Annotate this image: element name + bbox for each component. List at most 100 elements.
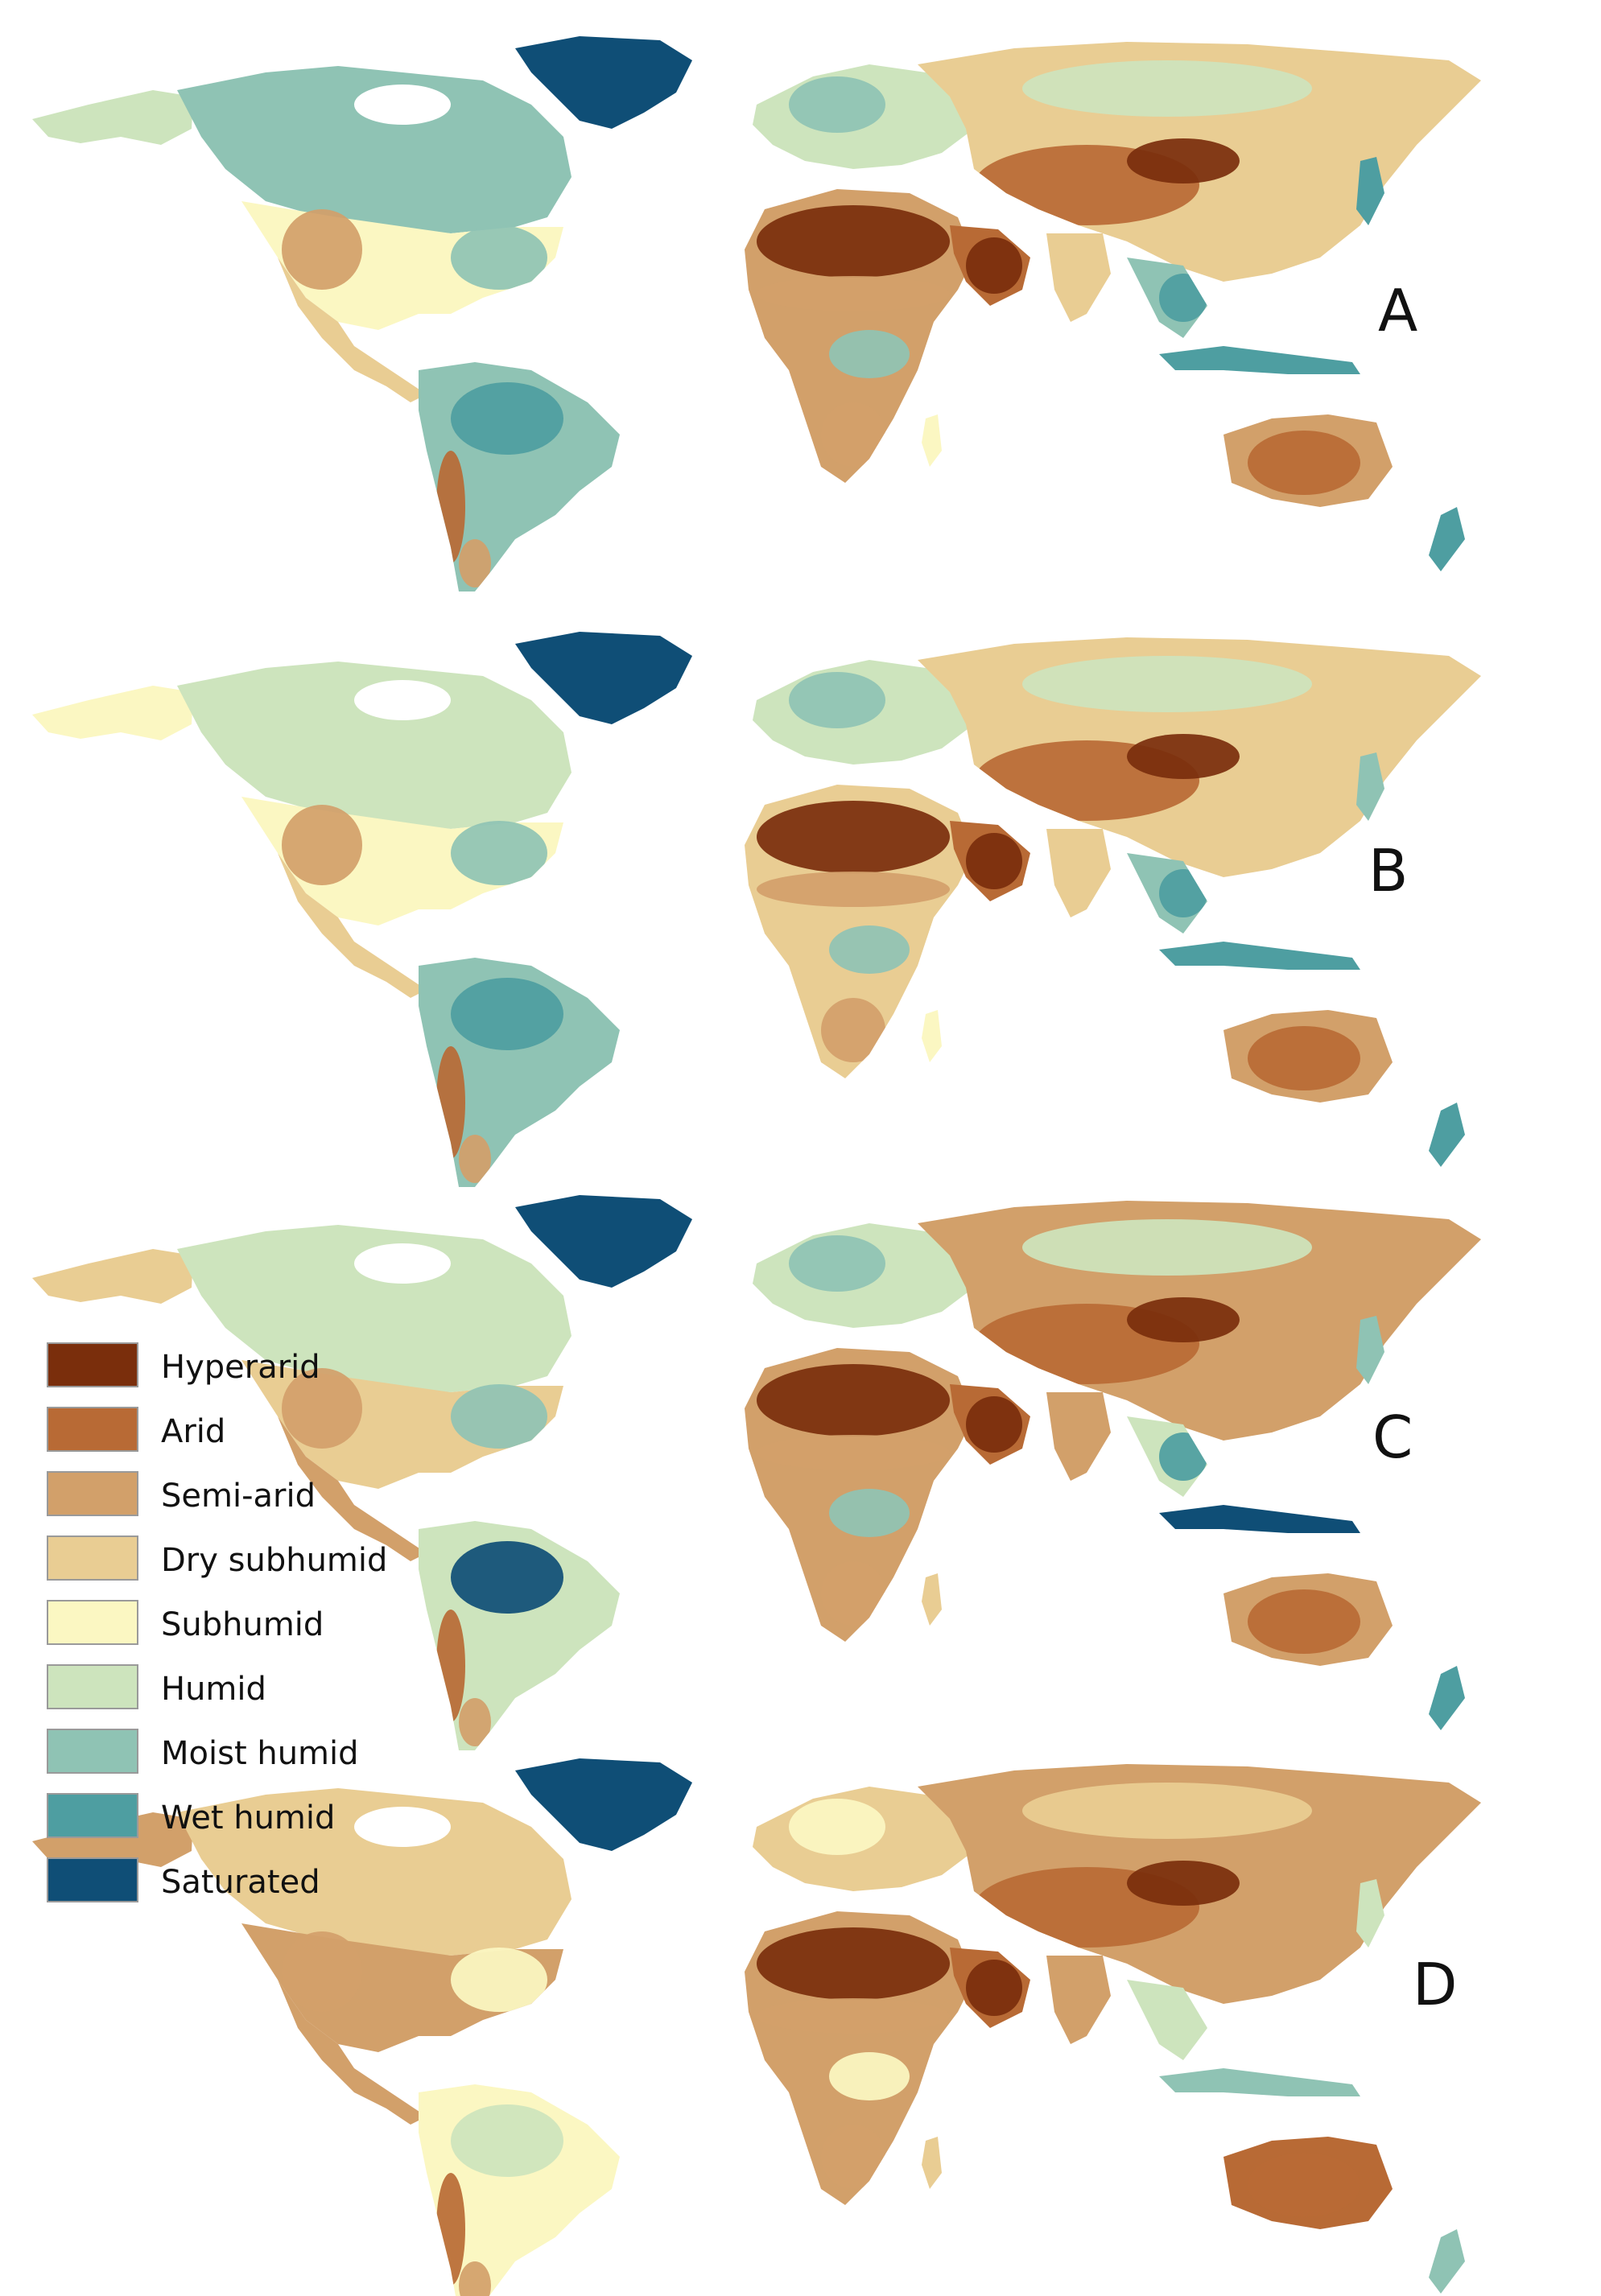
legend-item-semi-arid: Semi-arid	[47, 1471, 433, 1518]
landmass-india	[1046, 829, 1111, 917]
climate-zones	[282, 656, 1360, 1183]
climate-zone	[459, 1135, 491, 1183]
legend-label: Moist humid	[161, 1735, 359, 1772]
climate-zone	[1022, 1783, 1312, 1839]
landmass-japan	[1356, 1316, 1384, 1384]
legend-item-hyperarid: Hyperarid	[47, 1342, 433, 1389]
climate-zone	[451, 225, 547, 290]
legend-label: Arid	[161, 1413, 226, 1450]
landmass-indonesia	[1159, 942, 1360, 970]
climate-zone	[1022, 656, 1312, 712]
landmass-indonesia	[1159, 346, 1360, 374]
landmass-greenland	[515, 1758, 692, 1851]
legend-swatch	[47, 1664, 138, 1709]
climate-zone	[451, 382, 563, 455]
climate-zone	[1159, 1432, 1207, 1481]
climate-zone	[1127, 1297, 1240, 1342]
climate-zone	[966, 1396, 1022, 1453]
climate-zone	[1022, 1219, 1312, 1276]
climate-zone	[757, 276, 950, 311]
climate-zone	[821, 998, 885, 1062]
legend-swatch	[47, 1471, 138, 1516]
climate-zone	[282, 209, 362, 290]
legend-item-moist-humid: Moist humid	[47, 1729, 433, 1775]
landmass-mexico	[278, 258, 427, 402]
landmass-alaska	[32, 1812, 193, 1867]
climate-zone	[436, 451, 465, 563]
landmass-canada	[177, 1225, 571, 1392]
climate-zone	[1159, 869, 1207, 917]
climate-zone	[829, 2052, 910, 2100]
world-map-b	[32, 632, 1481, 1187]
climate-zone	[966, 237, 1022, 294]
no-data-area	[354, 680, 451, 720]
panel-label-a: A	[1378, 277, 1418, 344]
landmass-india	[1046, 233, 1111, 322]
climate-zone	[282, 805, 362, 885]
map-panel-c: C	[0, 1175, 1601, 1754]
climate-zone	[451, 1948, 547, 2012]
legend-label: Wet humid	[161, 1799, 336, 1836]
map-panel-d: D	[0, 1738, 1601, 2296]
climate-zone	[282, 1368, 362, 1449]
legend-item-humid: Humid	[47, 1664, 433, 1711]
climate-zone	[966, 833, 1022, 889]
climate-zone	[459, 539, 491, 587]
world-map-d	[32, 1758, 1481, 2296]
legend-swatch	[47, 1535, 138, 1581]
climate-zone	[829, 330, 910, 378]
landmass-madagascar	[922, 1010, 942, 1062]
landmass-india	[1046, 1392, 1111, 1481]
landmass-indonesia	[1159, 1505, 1360, 1533]
landmass-canada	[177, 66, 571, 233]
climate-zone	[1159, 274, 1207, 322]
climate-zone	[451, 821, 547, 885]
climate-zone	[436, 2173, 465, 2286]
climate-zone	[451, 978, 563, 1050]
legend-label: Saturated	[161, 1864, 320, 1901]
climate-zone	[1248, 431, 1360, 495]
landmass-japan	[1356, 752, 1384, 821]
climate-zone	[1248, 1589, 1360, 1654]
climate-zone	[821, 2125, 885, 2189]
climate-zone	[451, 1384, 547, 1449]
world-map-a	[32, 36, 1481, 592]
landmass-indonesia	[1159, 2068, 1360, 2096]
climate-zone	[789, 76, 885, 133]
landmass-alaska	[32, 90, 193, 145]
climate-zone	[282, 1931, 362, 2012]
climate-zone	[1022, 60, 1312, 117]
landmass-japan	[1356, 157, 1384, 225]
legend-label: Hyperarid	[161, 1349, 320, 1386]
climate-zone	[757, 205, 950, 278]
panel-label-c: C	[1372, 1404, 1413, 1471]
climate-zone	[436, 1046, 465, 1159]
legend-item-arid: Arid	[47, 1407, 433, 1453]
climate-zone	[757, 1998, 950, 2034]
landmass-mexico	[278, 853, 427, 998]
map-panel-b: B	[0, 612, 1601, 1191]
climate-zone	[829, 925, 910, 974]
landmass-nz	[1429, 1103, 1465, 1167]
world-map-c	[32, 1195, 1481, 1750]
landmass-greenland	[515, 1195, 692, 1288]
landmass-mexico	[278, 1416, 427, 1561]
climate-zone	[821, 402, 885, 467]
landmass-mexico	[278, 1980, 427, 2125]
landmass-nz	[1429, 1666, 1465, 1730]
no-data-area	[354, 85, 451, 125]
landmass-japan	[1356, 1879, 1384, 1948]
map-panel-a: A	[0, 16, 1601, 596]
legend-swatch	[47, 1857, 138, 1902]
climate-zone	[757, 872, 950, 907]
legend-swatch	[47, 1407, 138, 1452]
climate-zone	[1248, 1026, 1360, 1090]
landmass-madagascar	[922, 2137, 942, 2189]
panel-label-b: B	[1368, 837, 1409, 905]
climate-zone	[1248, 2153, 1360, 2217]
legend-label: Dry subhumid	[161, 1542, 388, 1579]
climate-zone	[459, 1698, 491, 1746]
climate-zone	[436, 1610, 465, 1722]
climate-zone	[757, 1364, 950, 1437]
climate-zone	[1127, 138, 1240, 183]
